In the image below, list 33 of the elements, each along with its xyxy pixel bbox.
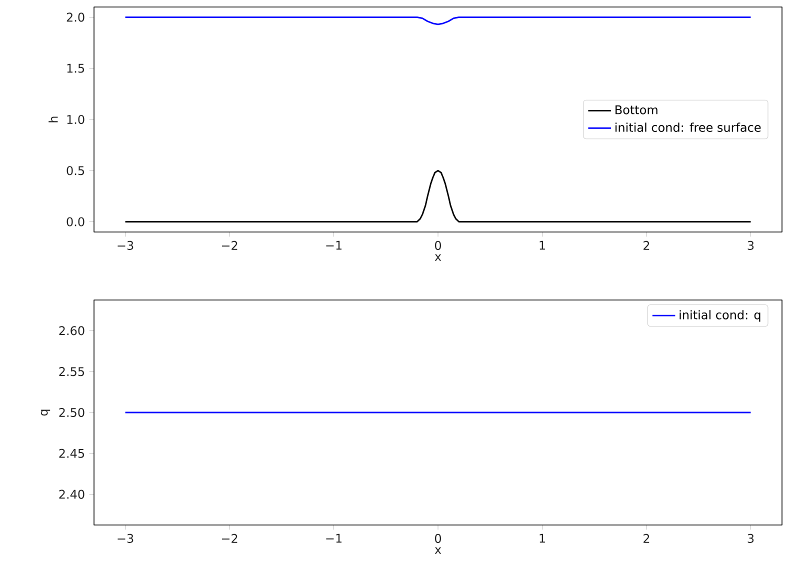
x-tick-label: 2 bbox=[644, 534, 650, 543]
y-tick-label: 0.5 bbox=[66, 166, 84, 176]
x-axis-title: x bbox=[434, 547, 442, 554]
legend-label: Bottom bbox=[616, 105, 658, 114]
x-tick-label: −3 bbox=[118, 534, 134, 543]
x-tick-label: 1 bbox=[540, 534, 545, 543]
x-tick-label: 0 bbox=[434, 240, 442, 250]
line-series bbox=[124, 170, 752, 222]
y-tick-label: 1.0 bbox=[67, 114, 84, 124]
x-tick-label: 3 bbox=[748, 534, 754, 543]
line-series bbox=[124, 16, 752, 26]
y-tick-label: 2.55 bbox=[59, 367, 84, 376]
y-tick-label: 2.0 bbox=[66, 12, 84, 22]
y-axis-title: q bbox=[40, 410, 50, 416]
y-tick-label: 2.45 bbox=[59, 448, 84, 458]
legend-label: initial cond: free surface bbox=[616, 122, 761, 132]
y-tick-label: 2.60 bbox=[59, 326, 84, 336]
y-tick-label: 2.50 bbox=[59, 408, 84, 418]
x-tick-label: −3 bbox=[118, 240, 134, 250]
x-tick-label: −1 bbox=[326, 534, 342, 543]
x-axis-title: x bbox=[434, 254, 442, 261]
x-tick-label: −1 bbox=[326, 240, 342, 250]
y-tick-label: 0.0 bbox=[66, 217, 84, 226]
x-tick-label: −2 bbox=[222, 534, 238, 543]
x-tick-label: 0 bbox=[434, 534, 442, 543]
y-tick-label: 1.5 bbox=[67, 64, 84, 73]
y-tick-label: 2.40 bbox=[59, 490, 84, 499]
y-axis-title: h bbox=[48, 116, 58, 122]
x-tick-label: 2 bbox=[644, 240, 650, 250]
x-tick-label: 3 bbox=[748, 240, 754, 250]
x-tick-label: −2 bbox=[222, 240, 238, 250]
legend-label: initial cond: q bbox=[680, 310, 760, 322]
x-tick-label: 1 bbox=[540, 240, 545, 250]
